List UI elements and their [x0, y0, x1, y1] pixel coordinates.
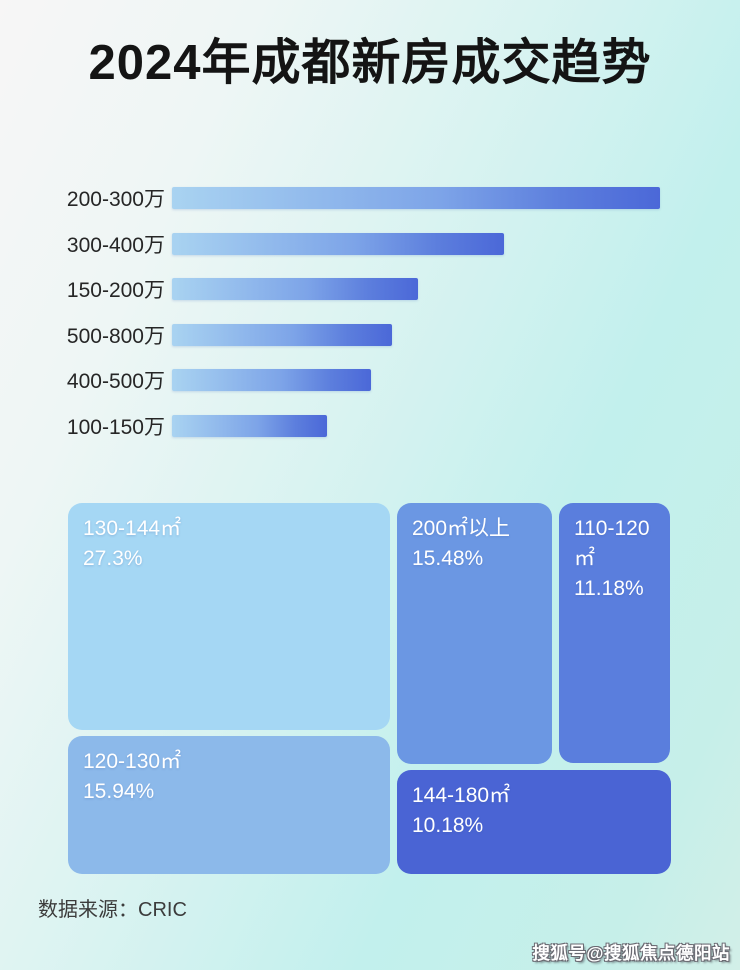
treemap-value: 27.3%: [83, 547, 143, 570]
watermark: 搜狐号@搜狐焦点德阳站: [532, 943, 730, 963]
bar-row: 200-300万: [0, 187, 740, 211]
bar-row: 500-800万: [0, 323, 740, 348]
treemap-block-120-130: 120-130㎡ 15.94%: [68, 736, 390, 874]
treemap-label: 144-180㎡: [412, 784, 511, 807]
bar-150-200: [172, 278, 418, 301]
bar-400-500: [172, 369, 371, 392]
price-range-bar-chart: 200-300万 300-400万 150-200万 500-800万 400-…: [0, 187, 740, 461]
treemap-block-200-plus: 200㎡以上 15.48%: [397, 503, 552, 764]
treemap-label: 110-120㎡: [574, 517, 650, 570]
bar-row: 100-150万: [0, 414, 740, 439]
bar-100-150: [172, 414, 327, 437]
treemap-block-130-144: 130-144㎡ 27.3%: [68, 503, 390, 730]
treemap-block-144-180: 144-180㎡ 10.18%: [397, 770, 671, 874]
treemap-value: 15.94%: [83, 780, 155, 803]
data-source-note: 数据来源：CRIC: [38, 899, 187, 921]
bar-label: 400-500万: [66, 370, 165, 394]
treemap-label: 120-130㎡: [83, 750, 182, 773]
bar-row: 300-400万: [0, 232, 740, 257]
treemap-block-110-120: 110-120㎡ 11.18%: [559, 503, 670, 763]
bar-300-400: [172, 232, 504, 255]
bar-200-300: [172, 187, 660, 209]
treemap-value: 11.18%: [574, 577, 644, 600]
bar-500-800: [172, 323, 392, 346]
page-title: 2024年成都新房成交趋势: [88, 36, 652, 90]
bar-label: 500-800万: [66, 324, 165, 348]
bar-label: 300-400万: [66, 233, 165, 257]
bar-row: 400-500万: [0, 369, 740, 393]
treemap-value: 10.18%: [412, 814, 484, 837]
bar-label: 150-200万: [66, 279, 165, 303]
bar-label: 100-150万: [66, 415, 165, 439]
bar-label: 200-300万: [66, 188, 165, 211]
treemap-value: 15.48%: [412, 547, 484, 570]
treemap-label: 200㎡以上: [412, 517, 511, 540]
treemap-label: 130-144㎡: [83, 517, 182, 540]
bar-row: 150-200万: [0, 278, 740, 302]
